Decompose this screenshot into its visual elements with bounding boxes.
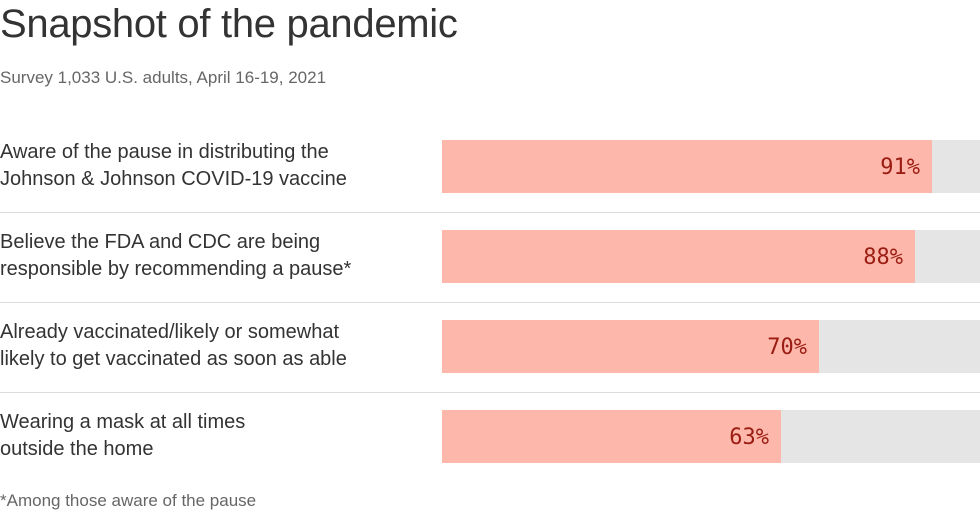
category-label-line: Aware of the pause in distributing the [0, 141, 329, 163]
bar: 63% [442, 410, 781, 463]
bar-track: 70% [442, 320, 980, 373]
bar: 91% [442, 140, 932, 193]
bar-value-label: 70% [767, 335, 807, 360]
row-divider [0, 302, 980, 303]
bar-row: Wearing a mask at all times outside the h… [0, 392, 980, 482]
category-label-line: outside the home [0, 438, 154, 460]
row-divider [0, 212, 980, 213]
bar-rows: Aware of the pause in distributing the Jo… [0, 122, 980, 482]
category-label: Aware of the pause in distributing the Jo… [0, 139, 430, 193]
chart-subtitle: Survey 1,033 U.S. adults, April 16-19, 2… [0, 68, 327, 87]
bar-value-label: 63% [729, 425, 769, 450]
bar-track: 91% [442, 140, 980, 193]
category-label: Wearing a mask at all times outside the h… [0, 409, 430, 463]
category-label: Believe the FDA and CDC are being respons… [0, 229, 430, 283]
row-divider [0, 392, 980, 393]
category-label-line: responsible by recommending a pause* [0, 258, 352, 280]
chart-footnote: *Among those aware of the pause [0, 491, 257, 510]
bar-row: Believe the FDA and CDC are being respons… [0, 212, 980, 302]
bar-row: Already vaccinated/likely or somewhat lik… [0, 302, 980, 392]
category-label-line: Believe the FDA and CDC are being [0, 231, 321, 253]
bar-value-label: 88% [863, 245, 903, 270]
bar-row: Aware of the pause in distributing the Jo… [0, 122, 980, 212]
bar-track: 88% [442, 230, 980, 283]
category-label-line: Already vaccinated/likely or somewhat [0, 321, 340, 343]
category-label-line: Wearing a mask at all times [0, 411, 246, 433]
bar: 70% [442, 320, 819, 373]
category-label-line: Johnson & Johnson COVID-19 vaccine [0, 168, 347, 190]
chart-title: Snapshot of the pandemic [0, 2, 458, 46]
bar-value-label: 91% [880, 155, 920, 180]
category-label-line: likely to get vaccinated as soon as able [0, 348, 347, 370]
bar-track: 63% [442, 410, 980, 463]
category-label: Already vaccinated/likely or somewhat lik… [0, 319, 430, 373]
bar: 88% [442, 230, 915, 283]
